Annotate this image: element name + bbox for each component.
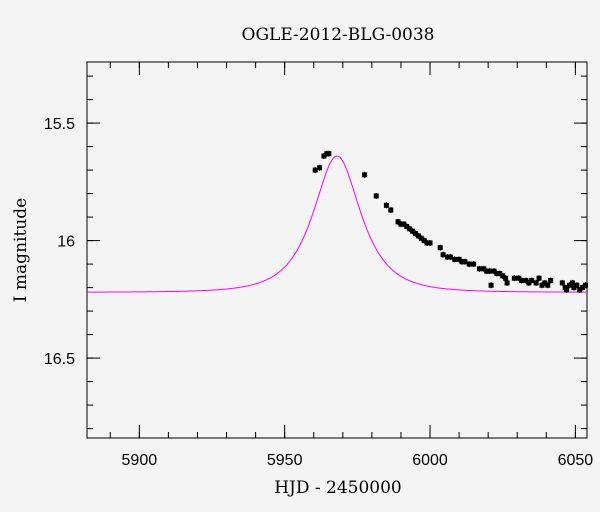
data-point (484, 268, 490, 274)
data-point (398, 221, 404, 227)
data-point (545, 282, 551, 288)
data-point (440, 252, 446, 258)
data-point (536, 275, 542, 281)
data-point (500, 273, 506, 279)
data-point (529, 278, 535, 284)
data-point (462, 259, 468, 265)
data-point (511, 275, 517, 281)
data-point (447, 254, 453, 260)
data-point (503, 275, 509, 281)
data-point (388, 207, 394, 213)
data-point (404, 224, 410, 229)
data-point (415, 233, 421, 239)
data-point (526, 280, 532, 286)
data-point (427, 240, 433, 246)
x-tick-label: 6050 (558, 452, 594, 469)
data-point (523, 278, 529, 284)
data-point (317, 165, 323, 171)
data-point (373, 193, 379, 199)
data-point (312, 167, 318, 173)
data-point (471, 261, 477, 267)
data-point (401, 221, 407, 227)
chart-title: OGLE-2012-BLG-0038 (242, 25, 435, 45)
tick-labels: 5900 5950 6000 6050 15.5 16 16.5 (44, 116, 593, 469)
data-point (542, 280, 548, 286)
data-point (569, 280, 575, 286)
y-tick-label: 16.5 (44, 351, 75, 368)
plot-frame (86, 61, 588, 439)
data-point (410, 228, 416, 234)
data-point (577, 287, 583, 293)
y-tick-label: 16 (57, 234, 75, 251)
data-point (494, 271, 500, 276)
data-point (481, 266, 487, 272)
data-point (491, 268, 497, 274)
minor-ticks (87, 62, 587, 438)
data-point (321, 153, 327, 159)
data-points (312, 150, 589, 293)
x-tick-label: 5950 (267, 452, 303, 469)
major-ticks (87, 62, 587, 438)
data-point (412, 231, 418, 237)
data-point (516, 275, 522, 281)
data-point (456, 256, 462, 262)
data-point (548, 278, 554, 284)
data-point (487, 268, 493, 274)
data-point (488, 282, 494, 288)
data-point (519, 278, 525, 284)
data-point (476, 266, 482, 272)
data-point (559, 280, 565, 286)
data-point (466, 261, 472, 267)
data-point (459, 259, 465, 265)
data-point (571, 285, 577, 291)
data-point (533, 280, 539, 286)
data-point (567, 282, 573, 288)
x-axis-label: HJD - 2450000 (274, 478, 402, 498)
data-point (444, 254, 450, 260)
y-tick-label: 15.5 (44, 116, 75, 133)
data-point (583, 282, 589, 288)
data-point (574, 282, 580, 288)
data-point (424, 240, 430, 246)
x-tick-label: 5900 (122, 452, 158, 469)
data-point (407, 226, 413, 232)
data-point (504, 280, 510, 286)
data-point (580, 285, 586, 291)
data-point (437, 245, 443, 251)
data-point (418, 235, 424, 241)
data-point (421, 238, 427, 244)
data-point (383, 202, 389, 208)
data-point (564, 287, 570, 293)
data-point (326, 151, 332, 157)
y-axis-label: I magnitude (11, 198, 31, 302)
data-point (362, 172, 368, 178)
model-curve (87, 155, 587, 293)
data-point (452, 256, 458, 262)
x-tick-label: 6000 (412, 452, 448, 469)
data-point (395, 219, 401, 225)
data-point (539, 282, 545, 288)
data-point (497, 271, 503, 276)
